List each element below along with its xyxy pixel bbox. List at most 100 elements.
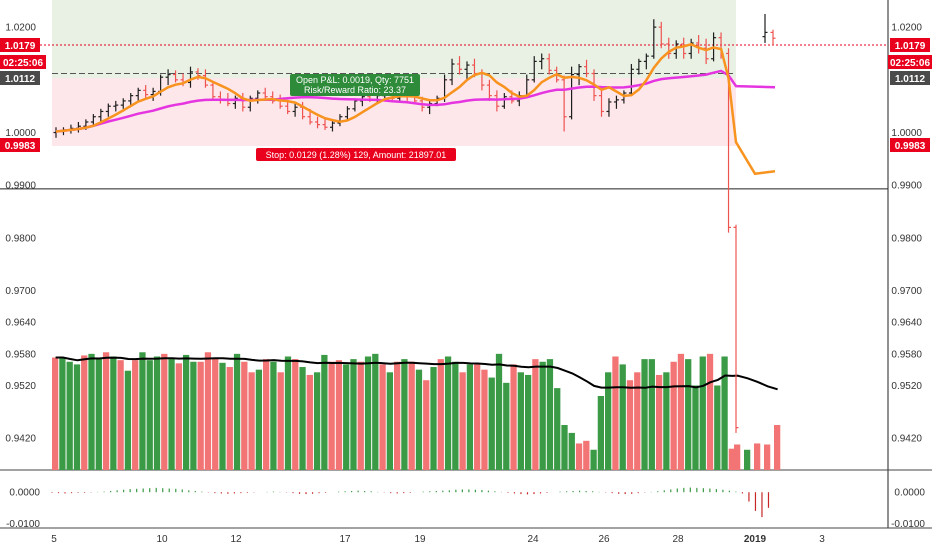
chart-lines: [0, 0, 932, 529]
volume-bar: [466, 364, 474, 470]
volume-bar: [66, 361, 73, 470]
price-tick-label: 1.0000: [891, 128, 922, 139]
volume-bar: [241, 361, 248, 470]
volume-bar: [292, 359, 299, 470]
volume-bar: [488, 377, 495, 470]
volume-bar: [437, 359, 444, 470]
volume-bar: [212, 357, 219, 470]
position-zones: [52, 0, 736, 146]
volume-bar: [474, 364, 481, 470]
volume-bar: [124, 370, 132, 470]
volume-bar: [597, 396, 605, 470]
osc-tick-label-left: -0.0100: [6, 519, 40, 530]
osc-tick-label-left: 0.0000: [9, 488, 40, 499]
volume-bar: [372, 353, 379, 470]
volume-bar: [699, 356, 706, 470]
volume-bar: [73, 364, 81, 470]
volume-bar: [146, 360, 153, 470]
volume-bar: [270, 361, 277, 470]
volume-bar: [728, 448, 735, 470]
price-tick-label-left: 0.9580: [5, 349, 36, 360]
volume-bar: [102, 352, 110, 470]
entry-badge-left: [0, 71, 40, 85]
volume-bar: [495, 353, 503, 470]
last-price-badge-right-text: 1.0179: [895, 41, 926, 52]
volume-bar: [524, 374, 532, 470]
volume-bar: [386, 372, 393, 470]
volume-bar: [619, 364, 626, 470]
volume-bar: [81, 355, 88, 470]
price-tick-label: 0.9520: [891, 381, 922, 392]
price-tick-label-left: 1.0200: [5, 23, 36, 34]
volume-bar: [335, 360, 343, 470]
volume-bar: [444, 356, 452, 470]
price-tick-label-left: 0.9900: [5, 181, 36, 192]
volume-bar: [175, 363, 182, 470]
osc-tick-label: -0.0100: [891, 519, 925, 530]
volume-bar: [539, 361, 546, 470]
candles: [53, 13, 776, 433]
volume-bar: [88, 353, 95, 470]
volume-bar: [641, 359, 648, 470]
pnl-label: Open P&L: 0.0019, Qty: 7751: [296, 75, 414, 85]
volume-bar: [754, 443, 761, 470]
date-tick-label: 19: [414, 534, 426, 545]
volume-bar: [459, 372, 466, 470]
volume-bar: [670, 361, 677, 470]
stop-badge-right-text: 0.9983: [895, 141, 926, 152]
volume-bar: [734, 444, 741, 470]
volume-bar: [190, 361, 197, 470]
date-tick-label: 24: [527, 534, 539, 545]
price-badges: 1.0179 1.0112 0.9983 02:25:06 1.0179 02:…: [0, 38, 932, 152]
volume-bar: [161, 353, 168, 470]
volume-bar: [452, 361, 459, 470]
volume-bars: [52, 352, 781, 470]
position-annotations: Open P&L: 0.0019, Qty: 7751 Risk/Reward …: [256, 74, 456, 161]
volume-bar: [284, 356, 292, 470]
fast-ma-line: [55, 42, 776, 176]
volume-bar: [568, 432, 575, 470]
date-axis[interactable]: 5 10 12 17 19 24 26 28 2019 3: [51, 534, 825, 545]
entry-badge-right: [890, 71, 930, 85]
volume-bar: [685, 359, 692, 470]
volume-bar: [655, 374, 663, 470]
oscillator-histogram: [51, 487, 770, 518]
volume-bar: [510, 364, 517, 470]
volume-bar: [343, 364, 350, 470]
last-price-badge-left-text: 1.0179: [5, 41, 36, 52]
volume-bar: [350, 359, 357, 470]
volume-bar: [774, 424, 781, 470]
volume-bar: [706, 353, 714, 470]
volume-bar: [423, 380, 430, 470]
volume-bar: [277, 372, 284, 470]
volume-bar: [408, 361, 415, 470]
volume-bar: [219, 362, 226, 470]
countdown-badge-right-text: 02:25:06: [890, 58, 930, 69]
date-tick-label: 10: [156, 534, 168, 545]
volume-bar: [583, 440, 590, 470]
volume-bar: [430, 367, 437, 470]
volume-bar: [764, 444, 771, 470]
volume-bar: [605, 372, 612, 470]
price-tick-label-left: 1.0000: [5, 128, 36, 139]
volume-bar: [248, 372, 255, 470]
volume-bar: [546, 359, 554, 470]
price-tick-label-left: 0.9800: [5, 233, 36, 244]
price-tick-label: 0.9900: [891, 181, 922, 192]
rr-label: Risk/Reward Ratio: 23.37: [304, 85, 406, 95]
date-tick-label: 5: [51, 534, 57, 545]
volume-bar: [692, 385, 699, 470]
price-tick-label: 0.9580: [891, 349, 922, 360]
price-tick-label: 0.9700: [891, 286, 922, 297]
volume-bar: [233, 353, 241, 470]
volume-bar: [255, 369, 263, 470]
stop-label: Stop: 0.0129 (1.28%) 129, Amount: 21897.…: [266, 150, 447, 160]
volume-bar: [590, 449, 597, 470]
price-tick-label: 0.9640: [891, 318, 922, 329]
volume-bar: [357, 361, 364, 470]
volume-bar: [401, 359, 408, 470]
volume-bar: [532, 359, 539, 470]
volume-bar: [132, 360, 139, 470]
volume-bar: [379, 364, 386, 470]
